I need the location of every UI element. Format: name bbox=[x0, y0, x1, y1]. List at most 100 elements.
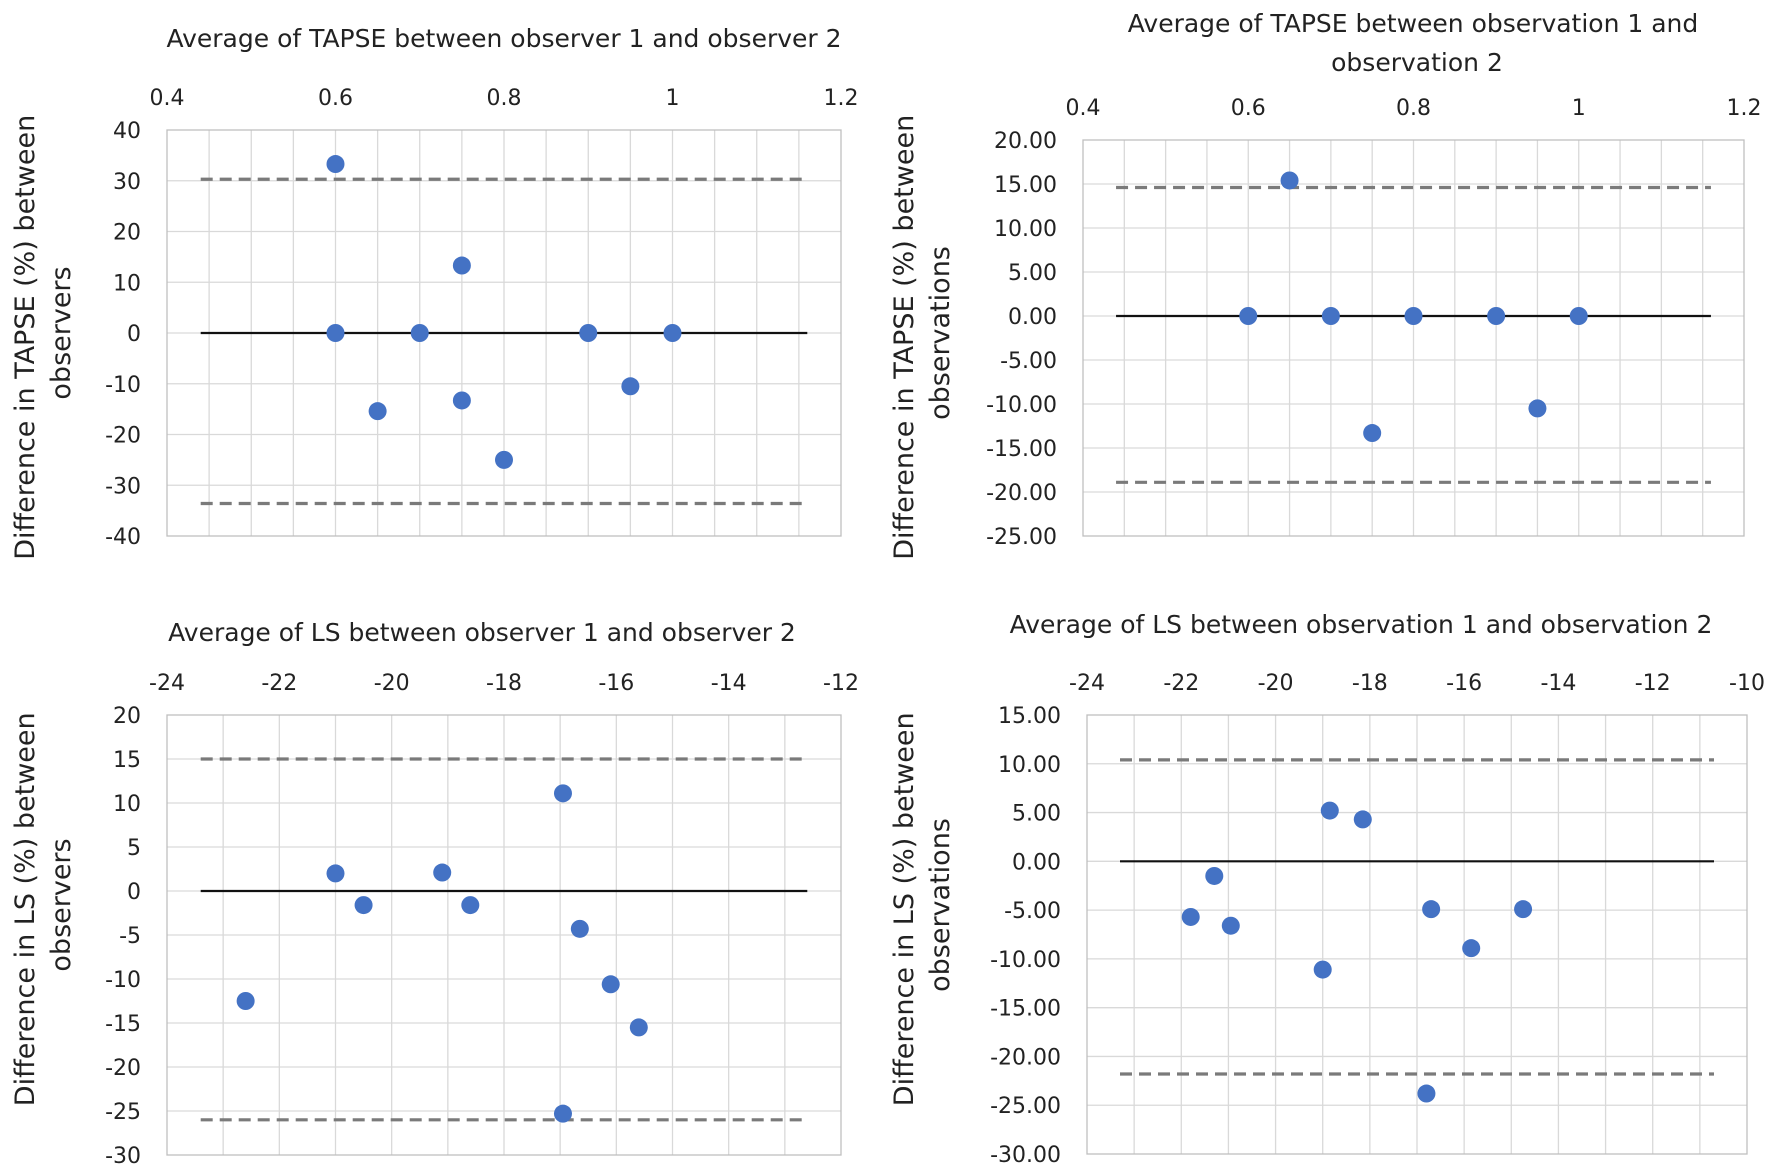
data-point bbox=[1181, 907, 1200, 926]
y-tick-label: -30.00 bbox=[990, 1143, 1061, 1168]
x-tick-label: -12 bbox=[1635, 671, 1671, 696]
chart-ls-observers: Average of LS between observer 1 and obs… bbox=[10, 618, 859, 1169]
data-point bbox=[1487, 307, 1506, 325]
y-tick-label: -10.00 bbox=[990, 948, 1061, 973]
reference-lines bbox=[200, 177, 808, 506]
data-point bbox=[461, 896, 480, 915]
y-axis-title-line: Difference in TAPSE (%) between bbox=[889, 115, 920, 560]
y-tick-label: -20.00 bbox=[986, 481, 1057, 506]
x-tick-label: 1.2 bbox=[824, 86, 859, 111]
x-tick-label: 0.4 bbox=[1066, 96, 1101, 121]
y-tick-label: 15.00 bbox=[998, 704, 1061, 729]
y-axis-title: Difference in LS (%) between observation… bbox=[889, 704, 956, 1106]
data-points bbox=[326, 155, 682, 469]
data-point bbox=[1353, 810, 1372, 829]
y-tick-label: 15.00 bbox=[994, 173, 1057, 198]
y-axis-title: Difference in LS (%) between observers bbox=[10, 704, 77, 1106]
data-point bbox=[1321, 307, 1340, 325]
x-tick-label: -16 bbox=[1446, 671, 1482, 696]
y-tick-label: 10 bbox=[113, 271, 141, 296]
y-tick-label: 10.00 bbox=[998, 753, 1061, 778]
y-tick-label: -5.00 bbox=[1000, 349, 1057, 374]
data-point bbox=[1280, 171, 1299, 190]
y-tick-label: 20 bbox=[113, 704, 141, 729]
y-axis-title-line: observations bbox=[925, 246, 956, 420]
data-point bbox=[570, 919, 589, 938]
x-tick-label: -24 bbox=[1069, 671, 1105, 696]
chart-title: Average of TAPSE between observer 1 and … bbox=[166, 24, 841, 53]
x-tick-label: 1 bbox=[1572, 96, 1586, 121]
y-tick-label: 0.00 bbox=[1012, 850, 1061, 875]
plot-area-border bbox=[166, 714, 842, 1156]
y-axis-title-line: observers bbox=[46, 266, 77, 399]
x-tick-label: -14 bbox=[1540, 671, 1576, 696]
data-point bbox=[236, 992, 255, 1010]
y-tick-label: 30 bbox=[113, 170, 141, 195]
y-axis: 20 15 10 5 0 -5 -10 -15 -20 -25 -30 bbox=[105, 704, 141, 1169]
data-point bbox=[1514, 900, 1533, 919]
data-point bbox=[1320, 801, 1339, 820]
data-point bbox=[629, 1018, 648, 1037]
grid bbox=[167, 715, 841, 1155]
data-point bbox=[1363, 424, 1382, 443]
x-axis: -24 -22 -20 -18 -16 -14 -12 bbox=[149, 671, 859, 696]
y-tick-label: -20 bbox=[105, 424, 141, 449]
data-points bbox=[236, 784, 648, 1123]
y-tick-label: 20 bbox=[113, 221, 141, 246]
y-tick-label: 5.00 bbox=[1012, 802, 1061, 827]
data-point bbox=[326, 324, 345, 342]
y-tick-label: -15.00 bbox=[990, 997, 1061, 1022]
y-tick-label: -20.00 bbox=[990, 1045, 1061, 1070]
y-tick-label: -20 bbox=[105, 1056, 141, 1081]
x-axis: -24 -22 -20 -18 -16 -14 -12 -10 bbox=[1069, 671, 1765, 696]
y-tick-label: 0.00 bbox=[1008, 305, 1057, 330]
x-tick-label: 0.6 bbox=[318, 86, 353, 111]
x-tick-label: 0.6 bbox=[1231, 96, 1266, 121]
y-tick-label: 0 bbox=[127, 322, 141, 347]
chart-title: Average of LS between observation 1 and … bbox=[1010, 610, 1713, 639]
y-tick-label: 10 bbox=[113, 792, 141, 817]
y-axis-title-line: Difference in LS (%) between bbox=[10, 712, 41, 1106]
data-point bbox=[452, 256, 471, 275]
x-tick-label: 0.8 bbox=[487, 86, 522, 111]
x-tick-label: -12 bbox=[823, 671, 859, 696]
data-point bbox=[433, 863, 452, 882]
data-point bbox=[354, 896, 373, 915]
data-point bbox=[663, 324, 682, 342]
data-point bbox=[601, 975, 620, 994]
plot-area-border bbox=[1086, 714, 1748, 1155]
data-point bbox=[1221, 916, 1240, 935]
x-tick-label: -14 bbox=[711, 671, 747, 696]
reference-lines bbox=[1120, 758, 1714, 1076]
x-tick-label: -22 bbox=[1163, 671, 1199, 696]
data-point bbox=[1239, 307, 1258, 325]
y-axis: 20.00 15.00 10.00 5.00 0.00 -5.00 -10.00 -15.00… bbox=[986, 129, 1057, 550]
chart-title: Average of LS between observer 1 and obs… bbox=[168, 618, 796, 647]
y-tick-label: -25 bbox=[105, 1100, 141, 1125]
y-tick-label: -10.00 bbox=[986, 393, 1057, 418]
data-point bbox=[1422, 900, 1441, 919]
data-point bbox=[553, 784, 572, 803]
y-tick-label: -25.00 bbox=[990, 1094, 1061, 1119]
y-tick-label: -10 bbox=[105, 373, 141, 398]
grid bbox=[1083, 140, 1744, 536]
chart-title-line: observation 2 bbox=[1331, 48, 1503, 77]
y-axis: 40 30 20 10 0 -10 -20 -30 -40 bbox=[105, 119, 141, 550]
chart-title: Average of TAPSE between observation 1 a… bbox=[1128, 9, 1706, 77]
y-tick-label: 20.00 bbox=[994, 129, 1057, 154]
y-tick-label: 0 bbox=[127, 880, 141, 905]
y-axis-title: Difference in TAPSE (%) between observer… bbox=[10, 106, 77, 560]
data-point bbox=[553, 1104, 572, 1123]
plot-area-border bbox=[1082, 139, 1745, 537]
reference-lines bbox=[200, 757, 808, 1122]
data-point bbox=[410, 324, 429, 342]
y-tick-label: -5 bbox=[119, 924, 141, 949]
y-axis: 15.00 10.00 5.00 0.00 -5.00 -10.00 -15.00 -20.0… bbox=[990, 704, 1061, 1168]
x-axis: 0.4 0.6 0.8 1 1.2 bbox=[150, 86, 859, 111]
data-point bbox=[452, 391, 471, 410]
x-tick-label: -18 bbox=[1352, 671, 1388, 696]
data-point bbox=[326, 155, 345, 174]
y-tick-label: -15.00 bbox=[986, 437, 1057, 462]
y-tick-label: -25.00 bbox=[986, 525, 1057, 550]
